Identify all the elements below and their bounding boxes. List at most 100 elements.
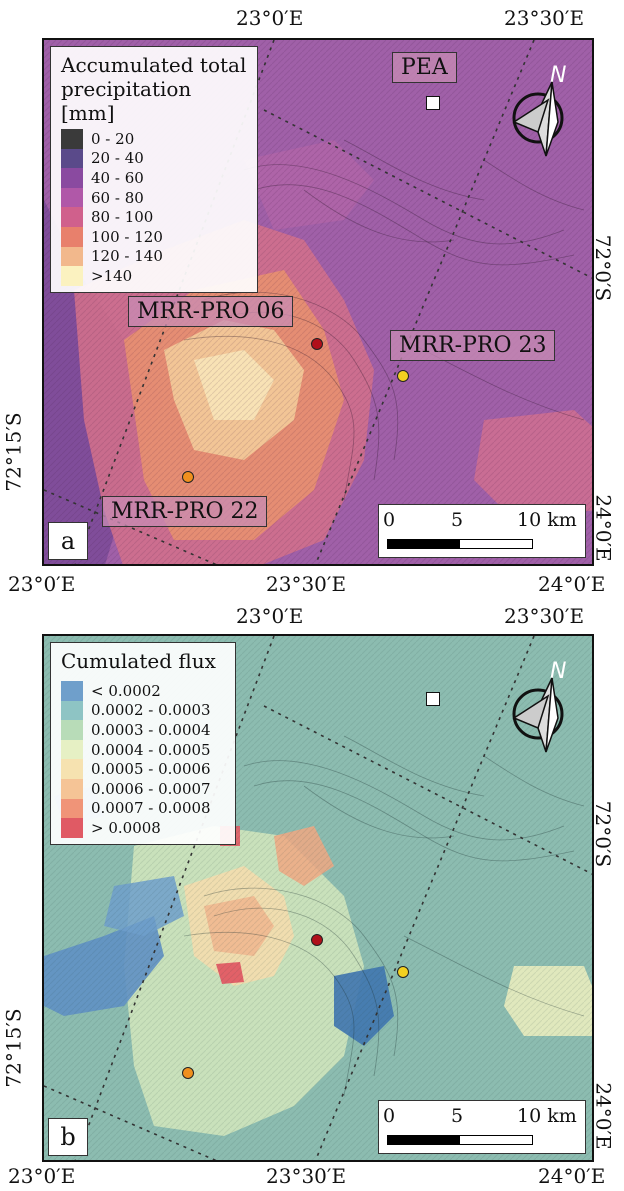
- legend-label: 40 - 60: [91, 168, 144, 187]
- legend-title: Cumulated flux: [61, 649, 216, 673]
- legend-label: 0.0005 - 0.0006: [91, 760, 211, 779]
- site-label-mrr-pro-22: MRR-PRO 22: [102, 496, 268, 527]
- legend-swatch: [61, 246, 83, 267]
- mrr-pro-23-marker: [397, 966, 409, 978]
- panel_a-legend-item: 100 - 120: [61, 226, 247, 247]
- legend-swatch: [61, 720, 83, 740]
- legend-title-line-1: Accumulated total: [61, 53, 247, 77]
- panel_a-legend-item: 80 - 100: [61, 207, 247, 227]
- panel-tag-b: b: [48, 1118, 88, 1156]
- legend-swatch: [61, 778, 83, 799]
- legend-label: 20 - 40: [91, 149, 144, 168]
- legend-rows: < 0.0002 0.0002 - 0.0003 0.0003 - 0.0004 0.…: [61, 681, 225, 838]
- mrr-pro-23-marker: [397, 370, 409, 382]
- mrr-pro-06-marker: [311, 934, 323, 946]
- top-tick-a-2: 23°30′E: [504, 6, 585, 30]
- scale-bar-a: 0 5 10 km: [378, 504, 586, 558]
- panel_b-legend-item: < 0.0002: [61, 681, 225, 701]
- north-arrow-icon: N: [512, 659, 566, 753]
- legend-swatch: [61, 700, 83, 721]
- legend-swatch: [61, 818, 83, 838]
- scale-bar-b: 0 5 10 km: [378, 1100, 586, 1154]
- legend-swatch: [61, 681, 83, 701]
- top-tick-b-2: 23°30′E: [504, 604, 585, 628]
- scale-bar-white: [459, 539, 533, 549]
- legend-swatch: [61, 187, 83, 208]
- top-tick-b-1: 23°0′E: [236, 604, 304, 628]
- mrr-pro-22-marker: [182, 471, 194, 483]
- north-label: N: [550, 63, 566, 88]
- bottom-tick-a-3: 24°0′E: [538, 572, 606, 596]
- north-arrow-icon: N: [512, 63, 566, 157]
- legend-swatch: [61, 759, 83, 779]
- scale-mid: 5: [451, 509, 464, 531]
- legend-title-line-2: precipitation [mm]: [61, 77, 192, 125]
- legend-swatch: [61, 129, 83, 149]
- mrr-pro-22-marker: [182, 1067, 194, 1079]
- panel_b-legend-item: 0.0006 - 0.0007: [61, 778, 225, 799]
- legend-swatch: [61, 168, 83, 188]
- scale-end: 10 km: [517, 509, 577, 531]
- pea-station-marker: [426, 96, 440, 110]
- legend-label: >140: [91, 266, 133, 285]
- legend-label: 0.0002 - 0.0003: [91, 701, 211, 720]
- legend-label: 0.0004 - 0.0005: [91, 740, 211, 759]
- legend-rows: 0 - 20 20 - 40 40 - 60 60 - 80 80 - 100 100 -…: [61, 129, 247, 286]
- left-tick-b-1: 72°15′S: [1, 1008, 26, 1088]
- legend-swatch: [61, 798, 83, 819]
- panel_b-legend-item: 0.0005 - 0.0006: [61, 759, 225, 779]
- panel_a-legend-item: 0 - 20: [61, 129, 247, 149]
- mrr-pro-06-marker: [311, 338, 323, 350]
- panel_a-legend-item: >140: [61, 266, 247, 286]
- legend-swatch: [61, 207, 83, 227]
- panel_b-legend-item: > 0.0008: [61, 818, 225, 838]
- legend-label: 0.0007 - 0.0008: [91, 799, 211, 818]
- map-panel-a: Accumulated total precipitation [mm] 0 -…: [42, 38, 594, 566]
- scale-end: 10 km: [517, 1105, 577, 1127]
- legend-swatch: [61, 266, 83, 286]
- right-tick-a-1: 72°0′S: [591, 234, 616, 302]
- panel_a-legend-item: 120 - 140: [61, 246, 247, 267]
- panel_a-legend-item: 40 - 60: [61, 168, 247, 188]
- panel-tag-a: a: [48, 522, 88, 560]
- scale-bar-black: [387, 1135, 461, 1145]
- scale-zero: 0: [383, 509, 396, 531]
- panel_b-legend-item: 0.0007 - 0.0008: [61, 798, 225, 819]
- right-tick-b-2: 24°0′E: [591, 1082, 616, 1150]
- panel_b-legend-item: 0.0002 - 0.0003: [61, 700, 225, 721]
- legend-label: 80 - 100: [91, 208, 154, 227]
- panel_b-legend-item: 0.0004 - 0.0005: [61, 739, 225, 760]
- legend-label: > 0.0008: [91, 818, 161, 837]
- legend-label: 0.0006 - 0.0007: [91, 779, 211, 798]
- legend-label: 100 - 120: [91, 227, 163, 246]
- top-tick-a-1: 23°0′E: [236, 6, 304, 30]
- scale-zero: 0: [383, 1105, 396, 1127]
- legend-swatch: [61, 226, 83, 247]
- legend-label: 0 - 20: [91, 129, 135, 148]
- scale-bar-white: [459, 1135, 533, 1145]
- panel_a-legend-item: 60 - 80: [61, 187, 247, 208]
- bottom-tick-b-2: 23°30′E: [266, 1164, 347, 1188]
- bottom-tick-b-3: 24°0′E: [538, 1164, 606, 1188]
- legend-label: < 0.0002: [91, 681, 161, 700]
- bottom-tick-a-2: 23°30′E: [266, 572, 347, 596]
- legend-swatch: [61, 739, 83, 760]
- legend-swatch: [61, 148, 83, 169]
- bottom-tick-a-1: 23°0′E: [8, 572, 76, 596]
- site-label-mrr-pro-06: MRR-PRO 06: [128, 296, 294, 327]
- precipitation-legend: Accumulated total precipitation [mm] 0 -…: [50, 46, 258, 293]
- scale-mid: 5: [451, 1105, 464, 1127]
- bottom-tick-b-1: 23°0′E: [8, 1164, 76, 1188]
- left-tick-a-1: 72°15′S: [1, 412, 26, 492]
- panel_b-legend-item: 0.0003 - 0.0004: [61, 720, 225, 740]
- right-tick-a-2: 24°0′E: [591, 494, 616, 562]
- scale-bar-black: [387, 539, 461, 549]
- panel_a-legend-item: 20 - 40: [61, 148, 247, 169]
- map-panel-b: Cumulated flux < 0.0002 0.0002 - 0.0003 0.…: [42, 634, 594, 1162]
- pea-station-marker: [426, 692, 440, 706]
- legend-label: 0.0003 - 0.0004: [91, 720, 211, 739]
- legend-label: 60 - 80: [91, 188, 144, 207]
- right-tick-b-1: 72°0′S: [591, 800, 616, 868]
- site-label-pea: PEA: [392, 52, 457, 83]
- legend-label: 120 - 140: [91, 247, 163, 266]
